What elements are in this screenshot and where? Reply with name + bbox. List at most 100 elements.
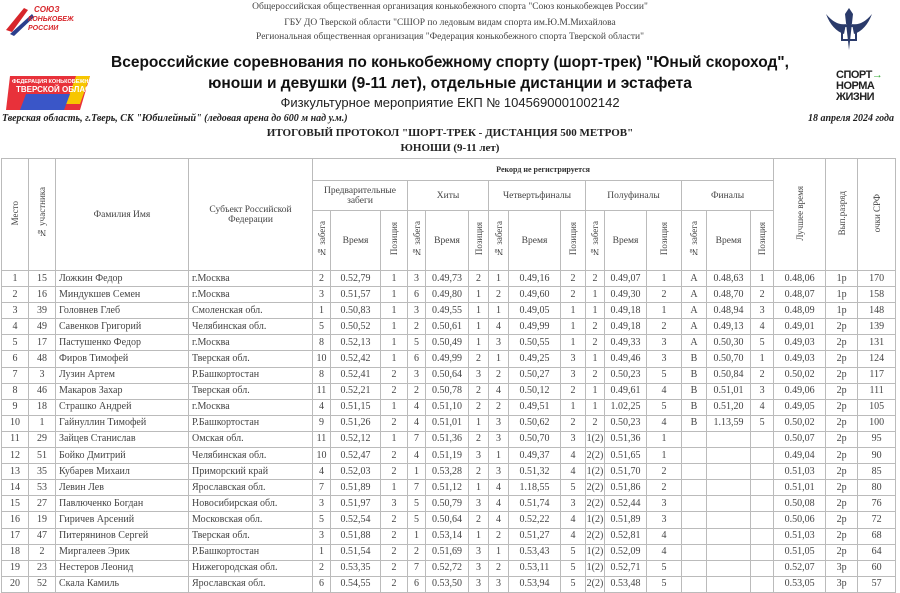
cell-sf-heat: 2(2) — [585, 575, 605, 593]
col-region: Субъект Российской Федерации — [188, 158, 313, 271]
cell-heats-pos: 1 — [468, 334, 489, 352]
cell-sf-time: 0.51,89 — [604, 511, 647, 529]
group-title: ЮНОШИ (9-11 лет) — [400, 142, 500, 154]
subcol-time: Время — [604, 210, 647, 271]
cell-place: 9 — [1, 398, 29, 416]
cell-best-time: 0.48,06 — [773, 269, 827, 288]
svg-text:СОЮЗ: СОЮЗ — [34, 5, 59, 14]
svg-text:РОССИИ: РОССИИ — [28, 25, 59, 32]
cell-prelim-time: 0.51,57 — [330, 286, 381, 304]
cell-points: 76 — [857, 495, 897, 513]
cell-final-pos: 5 — [749, 334, 775, 352]
cell-qf-time: 0.50,27 — [508, 366, 561, 384]
cell-heats-heat: 7 — [407, 559, 426, 577]
table-row: 20 52 Скала Камиль Ярославская обл. 6 0.54,55… — [1, 575, 897, 593]
cell-name: Нестеров Леонид — [55, 559, 189, 577]
cell-rank: 2р — [825, 366, 859, 384]
cell-best-time: 0.53,05 — [773, 575, 827, 593]
group-prelim: Предварительные забеги — [312, 180, 408, 211]
protocol-title: ИТОГОВЫЙ ПРОТОКОЛ "ШОРТ-ТРЕК - ДИСТАНЦИЯ… — [266, 127, 634, 139]
cell-prelim-pos: 1 — [380, 269, 408, 288]
cell-qf-heat: 4 — [488, 318, 509, 336]
cell-place: 20 — [1, 575, 29, 593]
cell-rank: 2р — [825, 398, 859, 416]
cell-points: 95 — [857, 430, 897, 449]
cell-place: 16 — [1, 511, 29, 529]
cell-rank: 2р — [825, 430, 859, 449]
cell-best-time: 0.49,03 — [773, 334, 827, 352]
cell-final-time — [706, 543, 751, 561]
cell-qf-pos: 5 — [560, 559, 586, 577]
cell-place: 14 — [1, 479, 29, 497]
cell-final-heat — [681, 479, 707, 497]
cell-points: 90 — [857, 447, 897, 465]
venue: Тверская область, г.Тверь, СК "Юбилейный… — [2, 113, 348, 124]
cell-final-time: 0.49,13 — [706, 318, 751, 336]
cell-name: Бойко Дмитрий — [55, 447, 189, 465]
cell-region: Омская обл. — [188, 430, 313, 449]
cell-heats-time: 0.49,99 — [425, 350, 469, 368]
results-table: Место № участника Фамилия Имя Субъект Ро… — [1, 158, 897, 593]
cell-heats-heat: 5 — [407, 334, 426, 352]
table-row: 11 29 Зайцев Станислав Омская обл. 11 0.52,12… — [1, 430, 897, 449]
cell-prelim-time: 0.54,55 — [330, 575, 381, 593]
cell-final-heat: A — [681, 286, 707, 304]
cell-place: 8 — [1, 382, 29, 400]
cell-bib: 18 — [28, 398, 56, 416]
cell-bib: 29 — [28, 430, 56, 449]
cell-qf-time: 0.49,25 — [508, 350, 561, 368]
cell-heats-pos: 2 — [468, 269, 489, 288]
cell-final-time — [706, 495, 751, 513]
cell-heats-heat: 4 — [407, 414, 426, 432]
subcol-position: Позиция — [468, 210, 489, 271]
cell-name: Кубарев Михаил — [55, 463, 189, 481]
cell-final-heat — [681, 430, 707, 449]
cell-bib: 15 — [28, 269, 56, 288]
col-bib: № участника — [28, 158, 56, 271]
cell-rank: 3р — [825, 559, 859, 577]
cell-prelim-time: 0.50,83 — [330, 302, 381, 320]
cell-final-time — [706, 447, 751, 465]
cell-prelim-time: 0.52,12 — [330, 430, 381, 449]
table-row: 15 27 Павлюченко Богдан Новосибирская обл. 3… — [1, 495, 897, 513]
cell-sf-pos: 3 — [646, 511, 682, 529]
cell-region: Смоленская обл. — [188, 302, 313, 320]
table-row: 16 19 Гиричев Арсений Московская обл. 5 0.52,… — [1, 511, 897, 529]
cell-region: г.Москва — [188, 334, 313, 352]
cell-prelim-time: 0.53,35 — [330, 559, 381, 577]
cell-points: 170 — [857, 269, 897, 288]
cell-points: 72 — [857, 511, 897, 529]
cell-qf-time: 0.50,70 — [508, 430, 561, 449]
cell-best-time: 0.49,03 — [773, 350, 827, 368]
col-best: Лучшее время — [773, 158, 827, 271]
cell-best-time: 0.51,03 — [773, 527, 827, 545]
cell-points: 64 — [857, 543, 897, 561]
cell-qf-time: 0.53,43 — [508, 543, 561, 561]
cell-final-time: 0.48,63 — [706, 269, 751, 288]
cell-bib: 46 — [28, 382, 56, 400]
cell-final-pos — [749, 575, 775, 593]
cell-prelim-pos: 2 — [380, 463, 408, 481]
cell-prelim-heat: 2 — [312, 559, 331, 577]
col-name: Фамилия Имя — [55, 158, 189, 271]
skating-union-logo: СОЮЗ КОНЬКОБЕЖЦЕВ РОССИИ — [6, 5, 74, 36]
cell-prelim-time: 0.52,54 — [330, 511, 381, 529]
cell-qf-pos: 2 — [560, 382, 586, 400]
cell-heats-heat: 4 — [407, 447, 426, 465]
cell-name: Миндукшев Семен — [55, 286, 189, 304]
cell-points: 131 — [857, 334, 897, 352]
table-row: 6 48 Фиров Тимофей Тверская обл. 10 0.52,42 1 6… — [1, 350, 897, 368]
cell-best-time: 0.50,06 — [773, 511, 827, 529]
cell-sf-time: 0.52,44 — [604, 495, 647, 513]
table-row: 4 49 Савенков Григорий Челябинская обл. 5 0.5… — [1, 318, 897, 336]
cell-prelim-time: 0.52,47 — [330, 447, 381, 465]
table-row: 1 15 Ложкин Федор г.Москва 2 0.52,79 1 3 0.49,73… — [1, 269, 897, 288]
cell-points: 68 — [857, 527, 897, 545]
cell-final-pos — [749, 543, 775, 561]
cell-sf-heat: 2 — [585, 318, 605, 336]
cell-points: 57 — [857, 575, 897, 593]
cell-prelim-time: 0.51,15 — [330, 398, 381, 416]
cell-name: Пастушенко Федор — [55, 334, 189, 352]
cell-prelim-pos: 1 — [380, 350, 408, 368]
cell-heats-heat: 1 — [407, 527, 426, 545]
